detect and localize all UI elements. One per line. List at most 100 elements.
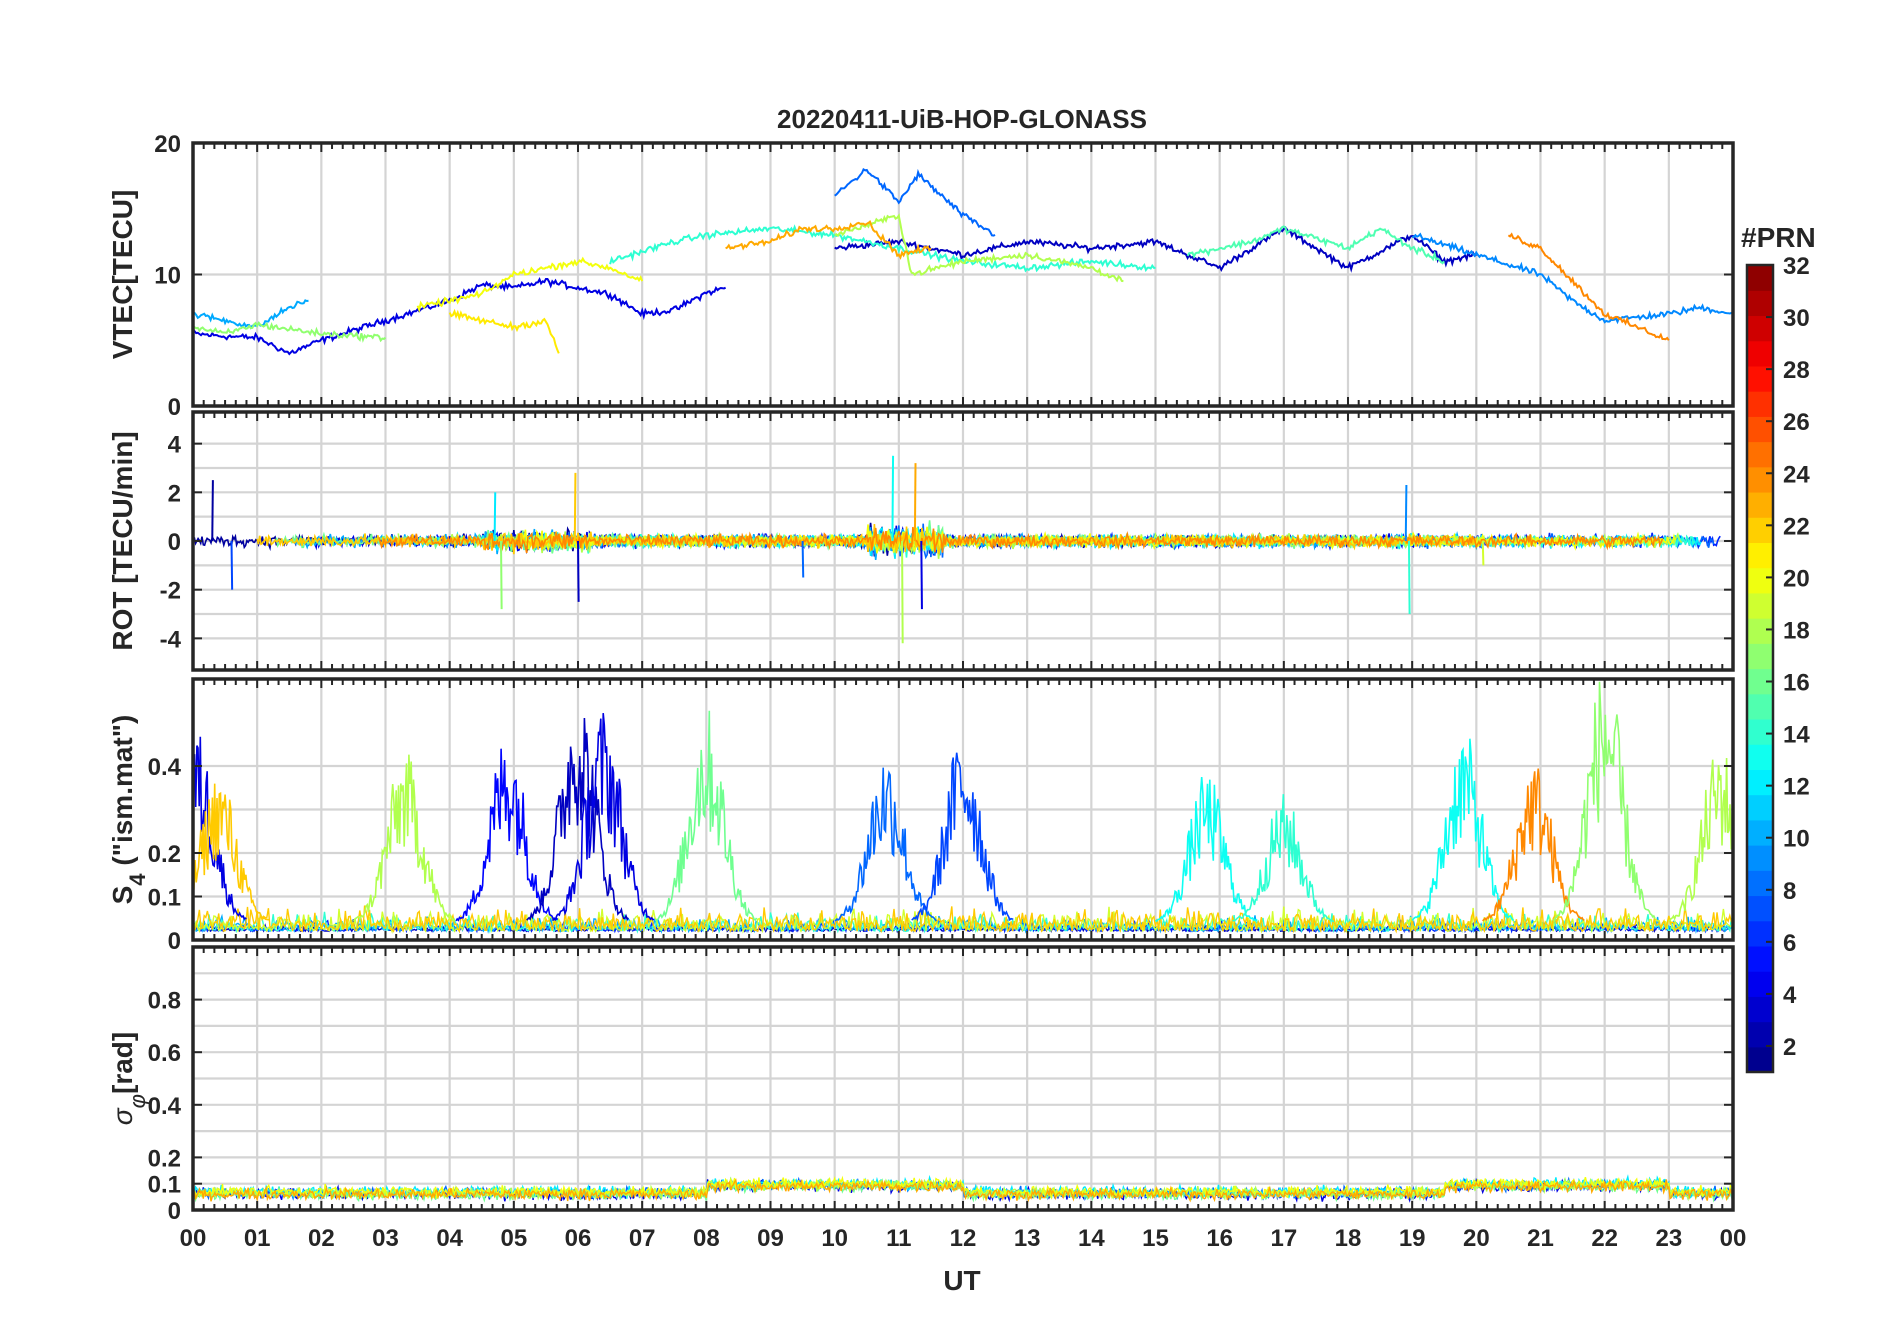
y-tick-label: -2 (160, 578, 181, 605)
s4-burst-prn-4 (552, 713, 655, 921)
s4-series-prn-22 (193, 905, 1733, 934)
x-tick-label: 22 (1591, 1225, 1618, 1252)
vtec-series-prn-3 (834, 225, 1477, 273)
rot-series-prn-24 (378, 526, 1664, 555)
colorbar-tick-label: 32 (1783, 253, 1810, 280)
rot-spike (1407, 540, 1411, 615)
vtec-series-prn-17 (193, 321, 387, 343)
colorbar-tick-label: 4 (1783, 982, 1797, 1009)
rot-spike (891, 455, 895, 542)
rot-spike (920, 540, 923, 610)
vtec-series-prn-10 (193, 299, 309, 330)
vtec-series-prn-20 (416, 256, 644, 313)
colorbar-swatch (1747, 265, 1773, 291)
colorbar-tick-label: 12 (1783, 774, 1810, 801)
x-axis-label: UT (943, 1265, 980, 1296)
x-tick-label: 23 (1655, 1225, 1682, 1252)
colorbar-tick-label: 22 (1783, 513, 1810, 540)
rot-spike (801, 540, 805, 578)
y-axis-label-part: σ (107, 1107, 138, 1125)
y-axis-label: S4 ("ism.mat") (107, 715, 150, 905)
colorbar-swatch (1747, 643, 1773, 670)
colorbar-swatch (1747, 567, 1773, 594)
colorbar-swatch (1747, 416, 1773, 443)
x-tick-label: 03 (372, 1225, 399, 1252)
vtec-series-prn-23 (725, 220, 932, 260)
colorbar-swatch (1747, 870, 1773, 897)
s4-burst-prn-16 (654, 710, 758, 922)
colorbar-swatch (1747, 996, 1773, 1023)
panel-4: 00.10.2 0.4 0.6 0.8 σφ[rad] 00 01 02 03 04 05 06 07 0… (107, 945, 1746, 1252)
colorbar-tick-label: 26 (1783, 409, 1810, 436)
y-tick-label: 4 (168, 432, 182, 459)
colorbar-tick-label: 18 (1783, 617, 1810, 644)
colorbar-tick-label: 24 (1783, 461, 1810, 488)
x-tick-label: 02 (308, 1225, 335, 1252)
x-tick-label: 00 (180, 1225, 207, 1252)
y-tick-label: 20 (154, 131, 181, 158)
colorbar-tick-label: 30 (1783, 305, 1810, 332)
vtec-series-prn-24 (1507, 232, 1670, 341)
colorbar-swatch (1747, 542, 1773, 569)
vtec-series-prn-18 (834, 213, 1124, 283)
x-tick-label: 10 (821, 1225, 848, 1252)
colorbar-swatch (1747, 895, 1773, 922)
y-tick-label: 0.8 (148, 988, 181, 1015)
colorbar-swatch (1747, 340, 1773, 367)
colorbar-tick-label: 20 (1783, 565, 1810, 592)
y-tick-label: 0.4 (148, 754, 182, 781)
colorbar-tick-label: 6 (1783, 930, 1796, 957)
sigma-series-prn-20 (193, 1175, 1733, 1201)
x-tick-label: 20 (1463, 1225, 1490, 1252)
colorbar-swatch (1747, 391, 1773, 417)
panel-1: 0 10 20 VTEC[TECU] (107, 131, 1735, 421)
s4-burst-prn-13 (1411, 738, 1515, 922)
s4-burst-prn-22 (193, 783, 269, 922)
rot-spike (493, 492, 497, 542)
y-tick-label: 0.4 (148, 1093, 182, 1120)
colorbar-swatch (1747, 365, 1773, 392)
x-tick-label: 14 (1078, 1225, 1105, 1252)
x-tick-label: 01 (244, 1225, 271, 1252)
x-ticks (192, 143, 1734, 406)
y-tick-label: 0 (168, 928, 181, 955)
x-tick-label: 07 (629, 1225, 656, 1252)
rot-spike (577, 540, 580, 602)
vtec-series-prn-4 (193, 277, 727, 356)
x-tick-label: 09 (757, 1225, 784, 1252)
colorbar-swatch (1747, 466, 1773, 493)
colorbar-tick-label: 14 (1783, 722, 1810, 749)
s4-burst-prn-8 (834, 767, 937, 922)
y-tick-label: 0 (168, 1198, 181, 1225)
colorbar-label: #PRN (1741, 222, 1816, 253)
x-tick-label: 16 (1206, 1225, 1233, 1252)
y-tick-label: 0 (168, 394, 181, 421)
rot-spike (573, 472, 577, 542)
colorbar-swatch (1747, 290, 1773, 317)
series-group (193, 455, 1721, 644)
y-tick-label: 0.2 (148, 841, 181, 868)
y-axis-label-part: φ (125, 1094, 150, 1108)
x-ticks (192, 947, 1734, 1210)
x-tick-label: 18 (1335, 1225, 1362, 1252)
rot-spike (211, 480, 214, 542)
colorbar-swatch (1747, 1046, 1773, 1073)
y-axis-label-part: 4 (125, 873, 150, 886)
colorbar-swatch (1747, 592, 1773, 619)
grid (193, 947, 1733, 1210)
y-tick-label: 0.1 (148, 1172, 181, 1199)
s4-burst-prn-18 (352, 754, 456, 922)
y-tick-label: 0 (168, 529, 181, 556)
x-tick-label: 13 (1014, 1225, 1041, 1252)
s4-series-prn-19 (193, 906, 1733, 934)
y-tick-label: 0.2 (148, 1145, 181, 1172)
s4-burst-prn-14 (1232, 794, 1335, 923)
colorbar-swatch (1747, 769, 1773, 796)
series-group (193, 681, 1733, 935)
rot-spike (901, 540, 904, 644)
colorbar-swatch (1747, 693, 1773, 720)
vtec-series-prn-9 (1412, 232, 1733, 325)
